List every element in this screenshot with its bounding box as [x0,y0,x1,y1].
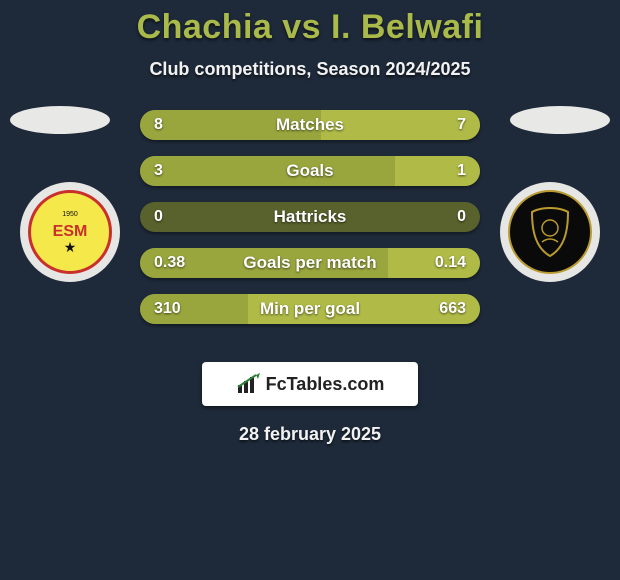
left-team-badge-inner: 1950 ESM ★ [28,190,112,274]
stat-label: Goals [140,161,480,181]
stat-label: Hattricks [140,207,480,227]
left-player-ellipse [10,106,110,134]
page-title: Chachia vs I. Belwafi [0,0,620,47]
stat-row: 0.380.14Goals per match [140,248,480,278]
bar-chart-icon [236,373,262,395]
stat-row: 00Hattricks [140,202,480,232]
stats-area: 1950 ESM ★ 87Matches 31Goals 00Hattricks 0.… [0,110,620,340]
right-team-badge [500,182,600,282]
right-player-ellipse [510,106,610,134]
right-team-badge-inner [508,190,592,274]
stat-row: 310663Min per goal [140,294,480,324]
left-team-badge-text: ESM [53,224,88,240]
fctables-logo: FcTables.com [202,362,418,406]
shield-icon [520,202,580,262]
date-text: 28 february 2025 [0,424,620,445]
stat-row: 87Matches [140,110,480,140]
fctables-logo-text: FcTables.com [266,374,385,395]
subtitle: Club competitions, Season 2024/2025 [0,59,620,80]
stat-rows: 87Matches 31Goals 00Hattricks 0.380.14Goals… [140,110,480,340]
star-icon: ★ [64,240,77,254]
stat-label: Matches [140,115,480,135]
stat-label: Min per goal [140,299,480,319]
left-team-badge-year: 1950 [62,211,78,218]
stat-label: Goals per match [140,253,480,273]
left-team-badge: 1950 ESM ★ [20,182,120,282]
stat-row: 31Goals [140,156,480,186]
infographic-container: Chachia vs I. Belwafi Club competitions,… [0,0,620,580]
